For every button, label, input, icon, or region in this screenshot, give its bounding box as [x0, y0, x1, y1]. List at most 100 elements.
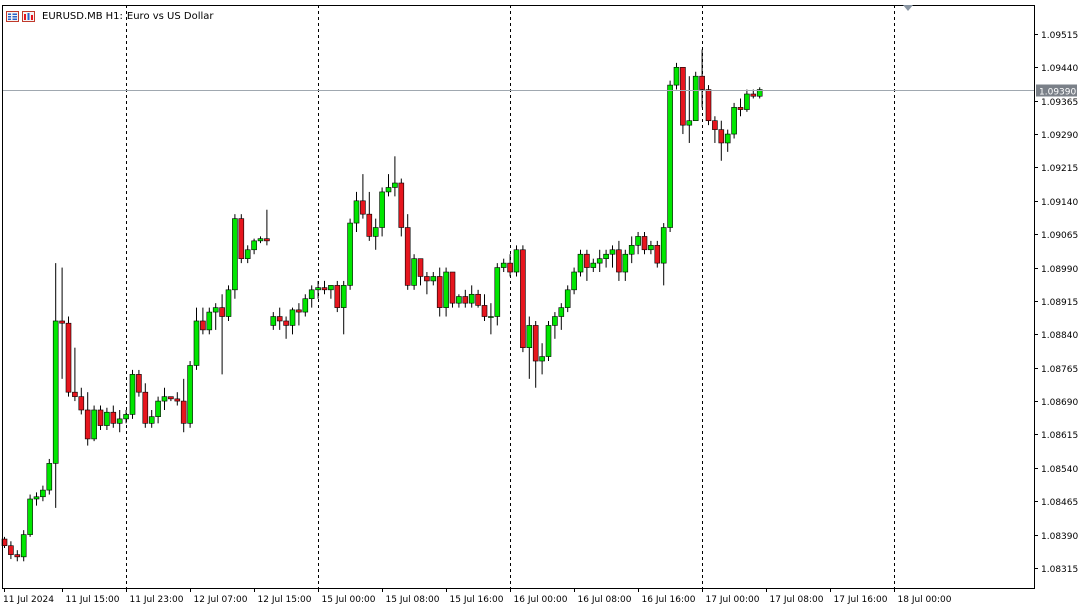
candle-body	[40, 489, 46, 498]
bull-candle	[564, 285, 571, 313]
bear-candle	[705, 85, 712, 126]
candle-body	[97, 409, 104, 426]
bear-candle	[532, 320, 539, 388]
bear-candle	[462, 289, 469, 308]
candle-body	[622, 253, 629, 273]
candle-body	[161, 396, 168, 402]
bull-candle	[379, 187, 385, 237]
bull-candle	[513, 245, 520, 277]
candle-body	[238, 218, 245, 259]
candle-body	[443, 271, 449, 308]
candle-body	[724, 133, 731, 144]
candle-body	[673, 67, 680, 86]
bear-candle	[136, 369, 142, 397]
candle-body	[558, 307, 565, 317]
time-tick-label: 16 Jul 08:00	[578, 595, 632, 605]
candle-body	[532, 325, 539, 362]
candle-body	[712, 120, 718, 130]
candle-body	[366, 213, 373, 237]
time-tick-label: 15 Jul 16:00	[450, 595, 504, 605]
bull-candle	[411, 254, 417, 290]
bull-candle	[494, 263, 501, 326]
chart-menu-icon[interactable]	[6, 10, 19, 22]
candle-body	[436, 276, 443, 308]
candle-body	[552, 316, 558, 326]
candle-body	[616, 249, 622, 273]
bear-candle	[238, 214, 245, 264]
bull-candle	[603, 249, 609, 268]
price-tick-label: 1.08465	[1041, 498, 1078, 508]
bull-candle	[539, 343, 545, 375]
time-tick-label: 12 Jul 07:00	[194, 595, 248, 605]
candle-body	[200, 320, 206, 331]
bear-candle	[97, 405, 104, 431]
candle-body	[33, 496, 40, 500]
time-tick-label: 12 Jul 15:00	[258, 595, 312, 605]
time-tick-label: 16 Jul 00:00	[514, 595, 568, 605]
candle-body	[385, 187, 392, 193]
candle-body	[212, 307, 219, 313]
bear-candle	[219, 294, 225, 375]
candle-body	[257, 238, 264, 242]
candle-body	[110, 411, 117, 424]
price-tick-label: 1.09515	[1041, 31, 1078, 41]
price-label-box	[1036, 84, 1077, 97]
candle-body	[174, 398, 181, 402]
candle-body	[136, 374, 142, 393]
candle-body	[564, 289, 571, 308]
candle-body	[155, 400, 161, 417]
bear-candle	[360, 174, 366, 219]
candle-body	[603, 253, 609, 259]
candle-body	[296, 309, 302, 313]
bear-candle	[142, 383, 149, 428]
candle-body	[680, 67, 686, 126]
price-tick-label: 1.09065	[1041, 231, 1078, 241]
candle-body	[667, 84, 673, 228]
candle-body	[148, 416, 155, 424]
bull-candle	[52, 263, 59, 508]
bear-candle	[699, 49, 705, 108]
bull-candle	[468, 285, 475, 308]
bull-candle	[430, 272, 437, 286]
bull-candle	[187, 361, 193, 428]
price-tick-label: 1.09140	[1041, 198, 1078, 208]
candle-body	[8, 545, 14, 555]
bull-candle	[609, 245, 616, 268]
candle-body	[468, 293, 475, 304]
bull-candle	[225, 285, 232, 321]
price-tick-label: 1.09365	[1041, 98, 1078, 108]
bear-candle	[750, 89, 757, 99]
bear-candle	[14, 550, 21, 562]
bear-candle	[520, 245, 526, 353]
candle-body	[584, 253, 590, 268]
bear-candle	[654, 240, 661, 268]
candle-body	[577, 253, 584, 273]
candle-body	[488, 316, 494, 318]
time-tick-label: 11 Jul 15:00	[66, 595, 120, 605]
bull-candle	[155, 396, 161, 424]
candle-body	[475, 293, 481, 306]
bull-candle	[212, 303, 219, 330]
price-tick-label: 1.08690	[1041, 398, 1078, 408]
candle-body	[187, 365, 193, 424]
bear-candle	[65, 316, 72, 397]
candle-body	[315, 287, 321, 291]
bull-candle	[340, 280, 347, 335]
bull-candle	[244, 245, 251, 264]
bear-candle	[283, 316, 289, 339]
time-tick-label: 17 Jul 16:00	[834, 595, 888, 605]
bear-candle	[436, 267, 443, 317]
bull-candle	[660, 223, 667, 286]
day-separators	[126, 5, 895, 588]
candle-body	[321, 287, 328, 291]
bull-candle	[756, 87, 763, 99]
candle-body	[334, 285, 341, 308]
candle-body	[232, 218, 238, 291]
trading-panel-icon[interactable]	[22, 10, 35, 22]
price-tick-label: 1.09290	[1041, 131, 1078, 141]
candle-body	[129, 374, 136, 415]
scroll-marker-icon	[903, 5, 913, 11]
bull-candle	[257, 236, 264, 244]
